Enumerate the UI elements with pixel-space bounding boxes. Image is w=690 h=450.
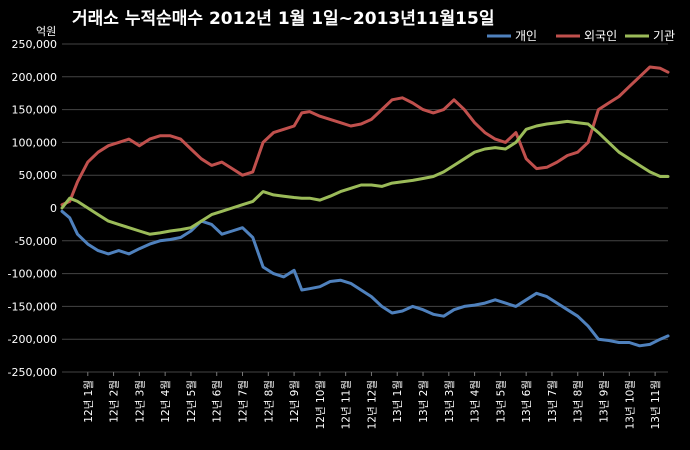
gridlines: [62, 43, 668, 373]
x-tick-label: 13년 9월: [599, 380, 611, 423]
x-tick-label: 13년 4월: [470, 380, 482, 423]
x-tick-label: 12년 7월: [238, 380, 250, 423]
x-tick-label: 12년 1월: [83, 380, 95, 423]
x-tick-label: 12년 10월: [315, 380, 327, 429]
x-tick-label: 13년 7월: [547, 380, 559, 423]
y-tick-label: -100,000: [8, 268, 57, 281]
y-tick-label: 250,000: [12, 38, 58, 51]
x-tick-label: 12년 9월: [289, 380, 301, 423]
series-line-0: [60, 209, 670, 348]
y-tick-label: -200,000: [8, 333, 57, 346]
series-line-2: [60, 119, 670, 236]
x-tick-label: 12년 8월: [263, 380, 275, 423]
legend-label-2: 기관: [653, 29, 675, 43]
x-tick-label: 13년 8월: [573, 380, 585, 423]
x-tick-label: 12년 2월: [109, 380, 121, 423]
x-tick-label: 13년 1월: [392, 380, 404, 423]
series-lines: [60, 65, 670, 348]
x-tick-label: 12년 5월: [186, 380, 198, 423]
chart-title: 거래소 누적순매수 2012년 1월 1일~2013년11월15일: [72, 9, 494, 29]
x-tick-label: 13년 5월: [495, 380, 507, 423]
x-tick-label: 12년 11월: [341, 380, 353, 429]
y-tick-label: -250,000: [8, 366, 57, 379]
legend-label-1: 외국인: [584, 29, 617, 43]
x-axis-ticks: 12년 1월 12년 2월 12년 3월 12년 4월 12년 5월 12년 6월 12년 …: [83, 372, 662, 429]
x-tick-label: 13년 10월: [624, 380, 636, 429]
y-unit-label: 억원: [36, 25, 56, 38]
x-tick-label: 13년 6월: [521, 380, 533, 423]
y-tick-label: 50,000: [19, 169, 58, 182]
y-tick-label: -50,000: [15, 235, 57, 248]
x-tick-label: 12년 12월: [366, 380, 378, 429]
series-line-1: [60, 65, 670, 207]
y-tick-label: 150,000: [12, 104, 58, 117]
x-tick-label: 13년 2월: [418, 380, 430, 423]
x-tick-label: 13년 11월: [650, 380, 662, 429]
y-axis-ticks: 250,000 200,000 150,000 100,000 50,000 0 -50,0…: [8, 38, 57, 379]
legend-label-0: 개인: [515, 29, 537, 43]
x-tick-label: 13년 3월: [444, 380, 456, 423]
y-tick-label: -150,000: [8, 300, 57, 313]
y-tick-label: 0: [50, 202, 57, 215]
y-tick-label: 200,000: [12, 71, 58, 84]
x-tick-label: 12년 3월: [134, 380, 146, 423]
y-tick-label: 100,000: [12, 136, 58, 149]
x-tick-label: 12년 4월: [160, 380, 172, 423]
x-tick-label: 12년 6월: [212, 380, 224, 423]
legend: 개인 외국인 기관: [487, 29, 675, 43]
